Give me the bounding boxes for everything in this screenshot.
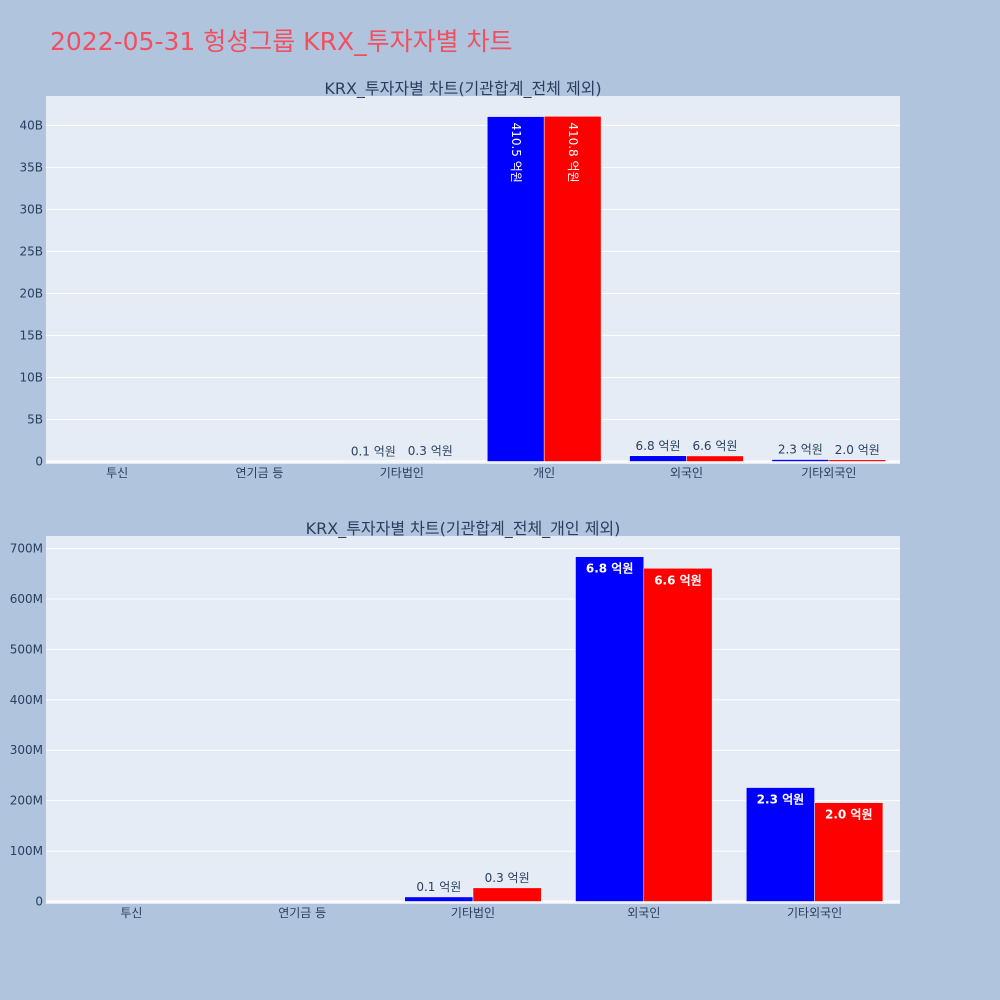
y-tick-label: 10B: [19, 370, 43, 384]
y-tick-label: 400M: [10, 693, 43, 707]
y-tick-label: 0: [35, 454, 43, 468]
y-tick-label: 0: [35, 894, 43, 908]
x-tick-label: 기타외국인: [801, 466, 856, 480]
chart-1: KRX_투자자별 차트(기관합계_전체 제외) 0 5B 10B 15B 20B 25B 30…: [19, 79, 900, 480]
data-label: 410.5 억원: [509, 123, 523, 183]
y-tick-label: 200M: [10, 794, 43, 808]
plot-area: [46, 96, 900, 464]
data-label: 0.3 억원: [485, 871, 530, 885]
data-label: 0.3 억원: [408, 444, 453, 458]
data-label: 410.8 억원: [566, 122, 580, 182]
x-tick-label: 기타외국인: [787, 906, 842, 920]
y-tick-label: 30B: [19, 202, 43, 216]
bar[interactable]: [814, 802, 884, 902]
bar[interactable]: [472, 887, 542, 902]
x-tick-label: 기타법인: [380, 466, 424, 480]
y-tick-label: 15B: [19, 328, 43, 342]
bar[interactable]: [828, 459, 887, 462]
y-tick-label: 20B: [19, 286, 43, 300]
data-label: 0.1 억원: [351, 444, 396, 458]
y-tick-label: 600M: [10, 592, 43, 606]
data-label: 2.0 억원: [835, 443, 880, 457]
chart-title: KRX_투자자별 차트(기관합계_전체_개인 제외): [306, 519, 621, 539]
bar[interactable]: [543, 116, 602, 462]
x-tick-label: 외국인: [670, 466, 703, 480]
bar[interactable]: [771, 459, 830, 462]
y-tick-label: 300M: [10, 743, 43, 757]
data-label: 2.0 억원: [825, 808, 873, 822]
bar[interactable]: [686, 455, 744, 462]
y-tick-label: 100M: [10, 844, 43, 858]
x-tick-label: 투신: [106, 466, 128, 480]
y-tick-label: 5B: [27, 412, 43, 426]
x-tick-label: 개인: [533, 466, 555, 480]
data-label: 6.6 억원: [692, 439, 737, 453]
bar[interactable]: [404, 896, 474, 902]
y-tick-label: 25B: [19, 244, 43, 258]
data-label: 6.8 억원: [586, 562, 634, 576]
bar[interactable]: [629, 455, 687, 462]
y-tick-label: 40B: [19, 118, 43, 132]
bar[interactable]: [575, 556, 645, 902]
data-label: 6.8 억원: [636, 439, 681, 453]
x-tick-label: 투신: [120, 906, 142, 920]
data-label: 6.6 억원: [654, 573, 702, 587]
y-tick-label: 500M: [10, 642, 43, 656]
x-tick-label: 외국인: [627, 906, 660, 920]
x-tick-label: 기타법인: [451, 906, 495, 920]
bar[interactable]: [486, 116, 545, 462]
bar[interactable]: [643, 568, 713, 902]
x-tick-label: 연기금 등: [278, 906, 326, 920]
data-label: 2.3 억원: [757, 793, 805, 807]
y-tick-label: 700M: [10, 542, 43, 556]
chart-2: KRX_투자자별 차트(기관합계_전체_개인 제외) 0 100M 200M 300M 4…: [10, 519, 900, 920]
chart-title: KRX_투자자별 차트(기관합계_전체 제외): [324, 79, 601, 99]
page-title: 2022-05-31 헝셩그룹 KRX_투자자별 차트: [50, 27, 513, 56]
data-label: 0.1 억원: [416, 880, 461, 894]
bar[interactable]: [746, 787, 815, 902]
y-tick-label: 35B: [19, 160, 43, 174]
x-tick-label: 연기금 등: [236, 466, 284, 480]
data-label: 2.3 억원: [778, 443, 823, 457]
